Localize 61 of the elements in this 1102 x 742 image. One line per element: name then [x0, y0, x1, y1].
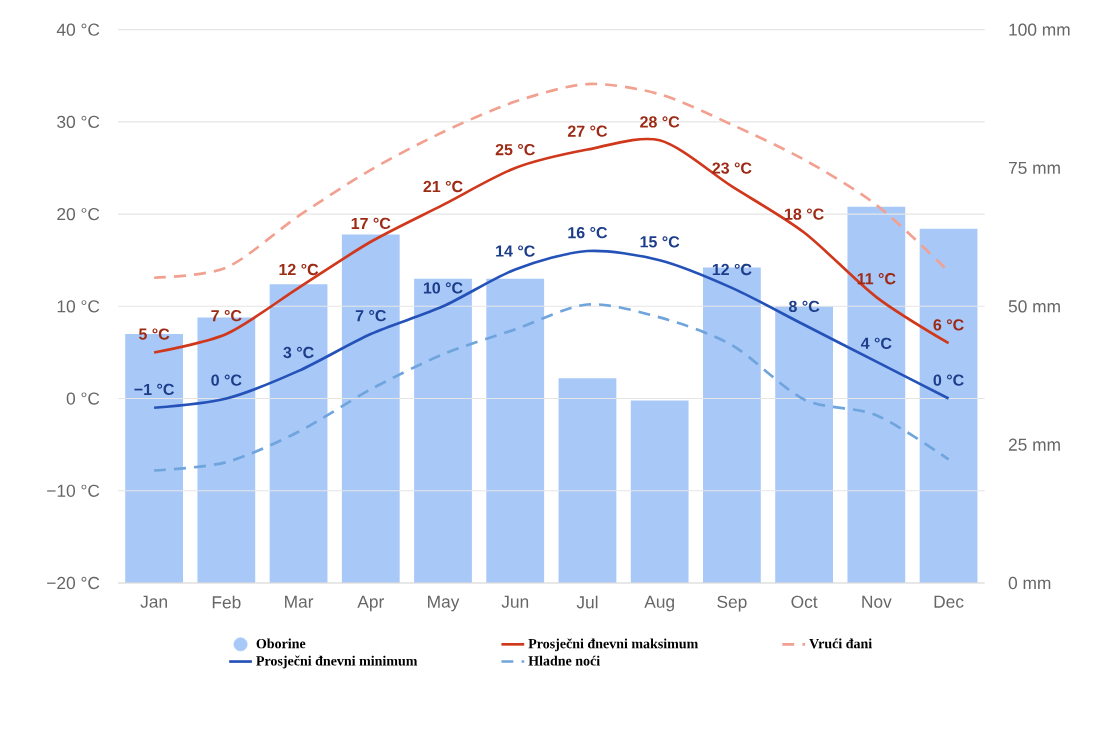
y2-tick-label: 25 mm	[1008, 438, 1060, 451]
legend-label: Oborine	[256, 638, 306, 649]
data-label: 15 °C	[640, 236, 680, 248]
data-label: 27 °C	[567, 125, 608, 137]
data-label: 4 °C	[860, 337, 892, 349]
data-label: 12 °C	[712, 263, 752, 276]
x-tick-label: May	[428, 595, 460, 612]
legend-label: Prosječni đnevni minimum	[256, 655, 418, 669]
x-tick-label: Jun	[501, 595, 529, 608]
y-tick-label: 40 °C	[56, 23, 100, 36]
data-label: 7 °C	[211, 309, 242, 322]
y2-tick-label: 0 mm	[1008, 576, 1051, 590]
data-label: 5 °C	[138, 328, 170, 340]
x-tick-label: Mar	[285, 595, 314, 608]
bar	[341, 234, 400, 583]
data-label: 10 °C	[423, 282, 463, 294]
y2-tick-label: 75 mm	[1008, 161, 1060, 175]
y-tick-label: 20 °C	[57, 207, 100, 221]
data-label: 21 °C	[423, 180, 463, 193]
data-label: 0 °C	[933, 374, 964, 386]
data-label: 7 °C	[355, 309, 386, 322]
data-label: 28 °C	[640, 116, 680, 128]
x-tick-label: Nov	[862, 595, 892, 608]
legend-label: Hladne noći	[528, 655, 600, 666]
y-tick-label: −20 °C	[47, 576, 100, 590]
y2-tick-label: 50 mm	[1008, 300, 1060, 313]
data-label: 0 °C	[211, 374, 242, 386]
data-label: 16 °C	[568, 226, 608, 239]
data-label: 14 °C	[496, 245, 535, 257]
x-tick-label: Aug	[644, 595, 674, 612]
y-tick-label: 30 °C	[57, 115, 100, 129]
bar	[269, 284, 328, 583]
bar	[486, 278, 545, 583]
legend-label: Vrući đani	[809, 638, 872, 649]
x-tick-label: Jan	[140, 595, 167, 608]
data-label: −1 °C	[134, 383, 174, 396]
y-tick-label: 0 °C	[66, 392, 100, 405]
bar	[919, 228, 978, 583]
x-tick-label: Sep	[717, 595, 747, 612]
x-tick-label: Dec	[934, 595, 964, 608]
data-label: 11 °C	[857, 273, 896, 285]
data-label: 17 °C	[351, 217, 391, 230]
bar	[414, 278, 472, 583]
y2-tick-label: 100 mm	[1009, 23, 1070, 36]
bar	[847, 206, 906, 583]
x-tick-label: Oct	[791, 595, 818, 608]
x-tick-label: Feb	[212, 595, 241, 609]
y-tick-label: 10 °C	[57, 300, 100, 313]
data-label: 18 °C	[785, 208, 824, 220]
x-tick-label: Jul	[576, 595, 598, 609]
data-label: 25 °C	[495, 143, 535, 156]
data-label: 23 °C	[712, 162, 752, 174]
data-label: 3 °C	[283, 346, 314, 359]
data-label: 8 °C	[788, 300, 820, 313]
bar	[630, 400, 689, 583]
bar	[558, 378, 617, 583]
data-label: 6 °C	[933, 319, 964, 331]
data-label: 12 °C	[279, 263, 319, 276]
x-tick-label: Apr	[357, 595, 384, 612]
y-tick-label: −10 °C	[47, 484, 100, 497]
legend-label: Prosječni đnevni maksimum	[528, 638, 699, 652]
